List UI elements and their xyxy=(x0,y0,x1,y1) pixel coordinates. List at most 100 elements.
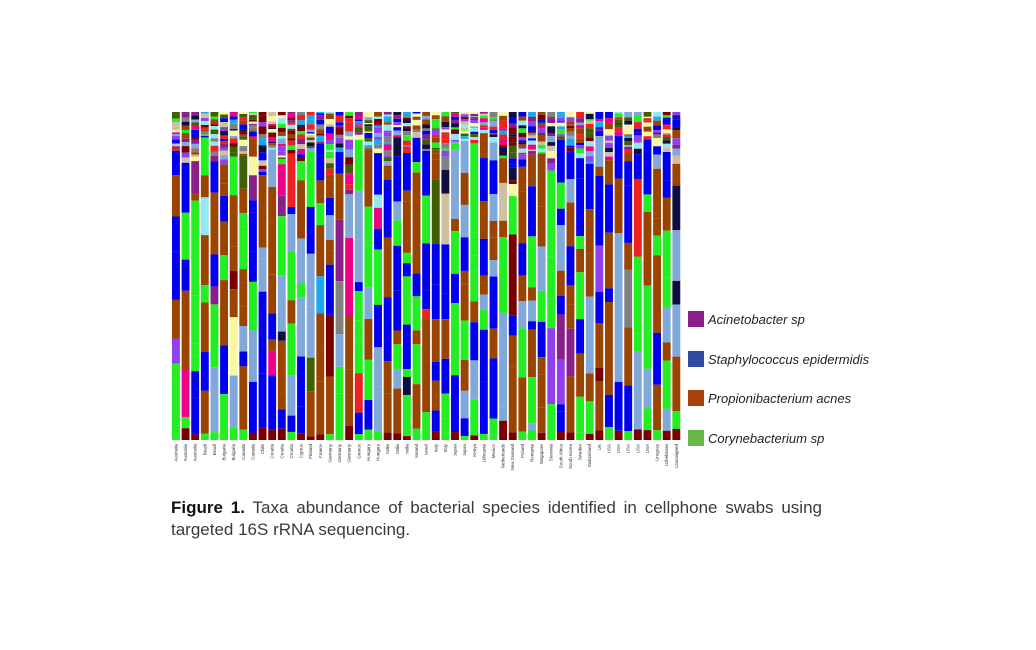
bar-segment xyxy=(354,291,363,311)
bar-segment xyxy=(325,158,334,164)
bar-segment xyxy=(556,117,565,122)
bar-segment xyxy=(220,155,228,160)
bar-segment xyxy=(200,433,209,440)
bar-segment xyxy=(172,150,180,176)
bar-segment xyxy=(325,126,334,134)
bar-segment xyxy=(614,270,623,334)
bar-segment xyxy=(374,386,382,432)
x-tick-label: Cyprus xyxy=(299,443,304,458)
bar-segment xyxy=(287,140,296,146)
bar-segment xyxy=(354,320,363,341)
bar-segment xyxy=(277,275,286,332)
bar-segment xyxy=(643,116,652,119)
bar-segment xyxy=(547,136,556,143)
bar-segment xyxy=(537,321,546,358)
bar-segment xyxy=(258,258,267,292)
bar-segment xyxy=(374,347,382,387)
bar-segment xyxy=(200,302,209,353)
bar-segment xyxy=(354,115,363,120)
bar-segment xyxy=(528,154,536,187)
legend-label-corynebacterium: Corynebacterium sp xyxy=(708,430,825,446)
bar-segment xyxy=(528,132,536,136)
bar-segment xyxy=(229,427,238,440)
bar-segment xyxy=(393,122,402,126)
bar-segment xyxy=(220,135,228,139)
bar-segment xyxy=(537,141,546,145)
bar-segment xyxy=(441,139,450,144)
bar-segment xyxy=(297,150,305,155)
bar-segment xyxy=(268,375,277,430)
bar-segment xyxy=(172,175,180,217)
bar-segment xyxy=(605,129,613,136)
bar-segment xyxy=(325,112,334,114)
bar-segment xyxy=(566,246,575,286)
x-tick-label: Germany xyxy=(337,443,342,462)
bar-segment xyxy=(576,153,585,159)
x-tick-label: Sweden xyxy=(578,444,583,461)
bar-segment xyxy=(470,127,479,132)
bar-segment xyxy=(191,152,200,155)
bar-segment xyxy=(248,212,257,252)
bar-segment xyxy=(287,150,296,154)
bar-segment xyxy=(200,118,209,121)
bar-segment xyxy=(191,156,200,162)
bar-segment xyxy=(239,212,248,227)
bar-segment xyxy=(595,131,604,136)
bar-segment xyxy=(229,143,238,147)
bar-segment xyxy=(306,119,315,125)
bar-segment xyxy=(547,112,556,118)
bar-segment xyxy=(345,184,354,190)
bar-segment xyxy=(422,290,431,310)
bar-segment xyxy=(528,329,536,378)
bar-segment xyxy=(441,127,450,130)
bar-segment xyxy=(605,232,613,289)
bar-segment xyxy=(210,151,219,156)
bar-segment xyxy=(239,136,248,140)
bar-segment xyxy=(451,123,459,128)
bar-segment xyxy=(585,156,594,162)
bar-segment xyxy=(451,231,459,274)
bar-segment xyxy=(489,130,498,133)
bar-segment xyxy=(624,327,633,378)
bar-segment xyxy=(374,207,382,229)
bar-segment xyxy=(460,173,469,205)
bar-segment xyxy=(595,367,604,381)
bar-segment xyxy=(479,158,488,201)
bar-segment xyxy=(585,119,594,121)
bar-segment xyxy=(364,141,373,146)
bar-segment xyxy=(412,162,421,173)
bar-segment xyxy=(460,118,469,122)
bar-segment xyxy=(210,129,219,135)
bar-segment xyxy=(585,209,594,254)
bar-segment xyxy=(441,319,450,359)
bar-segment xyxy=(172,143,180,147)
bar-segment xyxy=(402,137,411,141)
bar-segment xyxy=(345,149,354,158)
bar-segment xyxy=(345,139,354,150)
bar-segment xyxy=(277,115,286,119)
bar-segment xyxy=(585,341,594,374)
bar-segment xyxy=(441,129,450,133)
bar-segment xyxy=(181,125,190,131)
bar-segment xyxy=(200,120,209,125)
bar-segment xyxy=(306,357,315,392)
bar-segment xyxy=(662,124,671,126)
bar-segment xyxy=(633,429,642,440)
bar-segment xyxy=(431,112,440,116)
bar-segment xyxy=(248,130,257,132)
bar-segment xyxy=(672,148,681,156)
bar-segment xyxy=(383,150,392,156)
bar-segment xyxy=(518,431,527,440)
bar-segment xyxy=(220,183,228,196)
bar-segment xyxy=(566,121,575,125)
bar-segment xyxy=(518,301,527,329)
bar-segment xyxy=(191,115,200,120)
bar-segment xyxy=(489,194,498,221)
bar-segment xyxy=(470,112,479,114)
bar-segment xyxy=(537,152,546,154)
bar-segment xyxy=(595,214,604,246)
bar-segment xyxy=(633,132,642,136)
bar-segment xyxy=(345,115,354,119)
bar-segment xyxy=(345,175,354,185)
bar-segment xyxy=(325,137,334,140)
